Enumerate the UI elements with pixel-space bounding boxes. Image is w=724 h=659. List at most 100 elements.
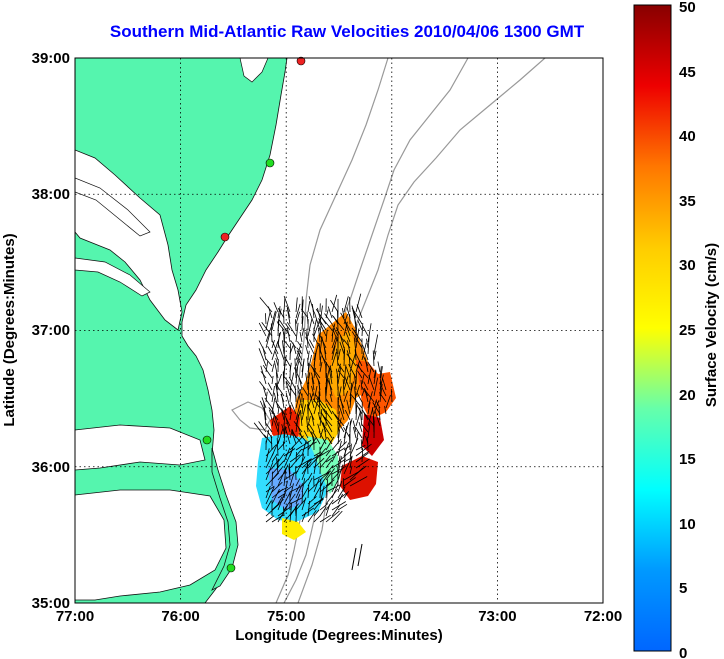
albemarle-sound bbox=[75, 424, 206, 471]
current-vector bbox=[359, 407, 363, 427]
current-vector bbox=[343, 477, 356, 487]
current-vector bbox=[283, 450, 293, 469]
current-vector bbox=[353, 313, 357, 331]
current-vector bbox=[299, 331, 303, 343]
current-vector bbox=[367, 422, 371, 439]
current-vector bbox=[295, 297, 298, 313]
current-vector bbox=[361, 450, 370, 457]
current-vector bbox=[283, 447, 291, 463]
current-vector bbox=[313, 454, 318, 475]
current-vector bbox=[277, 332, 280, 349]
current-vector bbox=[323, 408, 333, 421]
x-tick-label: 72:00 bbox=[584, 608, 622, 625]
current-vector bbox=[262, 364, 273, 379]
current-vector bbox=[361, 387, 366, 397]
current-vector bbox=[285, 382, 291, 397]
current-vector bbox=[307, 392, 314, 409]
current-vector bbox=[325, 387, 327, 403]
current-vector bbox=[327, 306, 333, 319]
current-vector bbox=[300, 410, 303, 427]
current-vector bbox=[318, 397, 321, 415]
current-vector bbox=[379, 383, 383, 403]
x-tick-label: 75:00 bbox=[267, 608, 305, 625]
current-vector bbox=[321, 336, 327, 355]
current-vector bbox=[331, 315, 345, 331]
current-vector bbox=[289, 483, 294, 499]
y-tick-label: 36:00 bbox=[32, 459, 70, 476]
current-vector bbox=[331, 510, 343, 523]
current-vector bbox=[307, 382, 310, 403]
current-vector bbox=[355, 426, 363, 439]
current-vector bbox=[357, 370, 363, 379]
current-vector bbox=[295, 483, 304, 499]
current-vector bbox=[295, 451, 297, 463]
current-vector bbox=[325, 403, 333, 415]
current-vector bbox=[265, 332, 271, 349]
current-vector bbox=[301, 327, 305, 337]
current-vector bbox=[295, 458, 312, 469]
current-vector bbox=[356, 404, 363, 415]
current-vector bbox=[345, 331, 351, 343]
current-vector bbox=[343, 426, 351, 439]
colorbar-tick-label: 25 bbox=[679, 322, 696, 339]
current-vector bbox=[363, 381, 369, 391]
current-vector bbox=[295, 494, 301, 505]
current-vector bbox=[295, 358, 301, 373]
current-vector bbox=[297, 341, 303, 349]
current-vector bbox=[302, 386, 309, 397]
current-vector bbox=[378, 392, 387, 403]
current-vector bbox=[356, 304, 363, 319]
current-vector bbox=[354, 349, 357, 361]
current-vector bbox=[298, 377, 303, 391]
current-vector bbox=[351, 307, 363, 325]
current-vector bbox=[275, 357, 279, 367]
current-vector bbox=[312, 303, 315, 319]
current-vector bbox=[281, 424, 285, 433]
current-vector bbox=[294, 358, 297, 379]
current-vector bbox=[319, 361, 323, 373]
current-vector bbox=[287, 327, 291, 343]
current-vector bbox=[271, 385, 275, 403]
current-vector bbox=[360, 380, 363, 391]
current-vector bbox=[360, 439, 363, 451]
current-vector bbox=[337, 348, 341, 361]
current-vector bbox=[319, 503, 329, 511]
current-vector bbox=[295, 504, 297, 523]
current-vector bbox=[344, 409, 351, 421]
current-vector bbox=[319, 455, 331, 469]
delaware-bay bbox=[239, 58, 269, 83]
current-vector bbox=[361, 322, 364, 337]
current-vector bbox=[350, 393, 363, 409]
colorbar-gradient bbox=[633, 4, 672, 652]
current-vector bbox=[313, 394, 320, 415]
current-vector bbox=[301, 478, 306, 493]
current-vector bbox=[295, 448, 303, 457]
outlier-vectors bbox=[351, 543, 363, 571]
current-vector bbox=[307, 477, 313, 487]
current-vector bbox=[332, 328, 339, 343]
current-vector bbox=[271, 488, 280, 505]
current-vector bbox=[353, 426, 357, 439]
current-vector bbox=[306, 328, 309, 349]
current-vector bbox=[270, 323, 273, 343]
current-vector bbox=[282, 441, 285, 451]
current-vector bbox=[291, 430, 297, 445]
current-vector bbox=[294, 385, 297, 403]
current-vector bbox=[319, 356, 322, 367]
current-vector bbox=[343, 455, 353, 475]
current-vector bbox=[328, 377, 333, 397]
current-vector bbox=[331, 333, 334, 343]
current-vector bbox=[342, 478, 345, 493]
current-vector bbox=[306, 416, 309, 433]
current-vector bbox=[265, 358, 273, 367]
current-vector bbox=[277, 493, 285, 511]
current-vector bbox=[273, 302, 279, 313]
current-vector bbox=[340, 335, 345, 349]
current-vector bbox=[348, 356, 351, 367]
current-vector bbox=[324, 313, 333, 325]
current-vector bbox=[319, 480, 322, 499]
current-vector bbox=[259, 381, 267, 391]
current-vector bbox=[301, 487, 309, 499]
current-vector bbox=[331, 294, 338, 313]
current-vector bbox=[318, 381, 321, 397]
